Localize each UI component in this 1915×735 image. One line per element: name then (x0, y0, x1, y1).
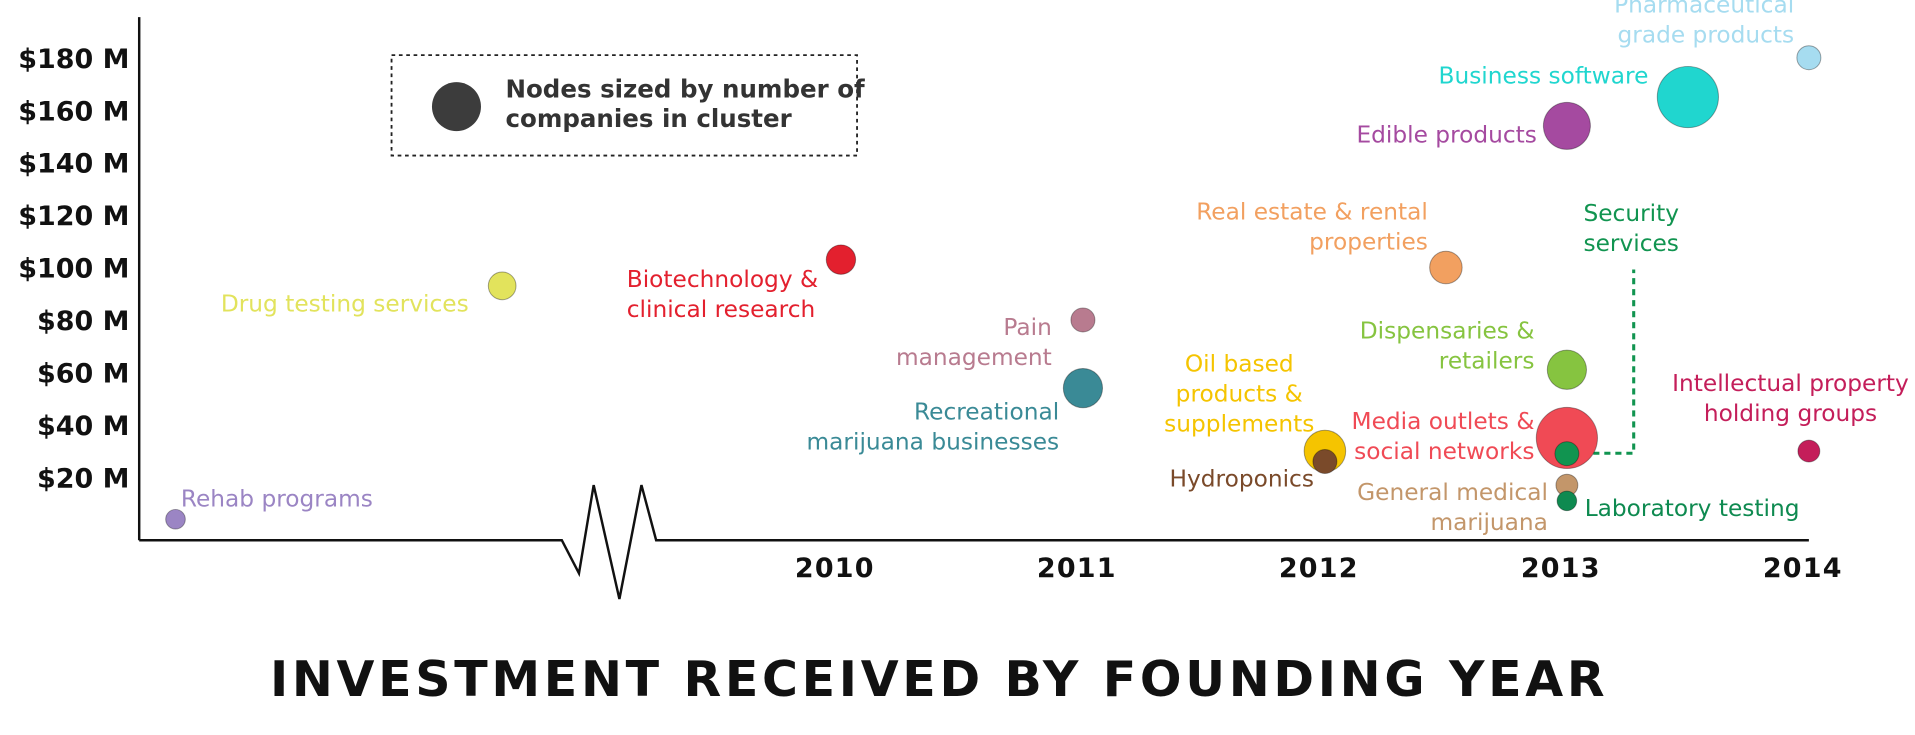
x-axis-break (139, 484, 1809, 600)
point-label: Hydroponics (1170, 466, 1314, 493)
point-label: grade products (1617, 22, 1794, 49)
point-label: products & (1176, 381, 1303, 408)
x-tick-label: 2012 (1279, 553, 1359, 584)
legend-text: Nodes sized by number of (505, 75, 865, 104)
point-label: Intellectual property (1672, 370, 1909, 397)
legend-text: companies in cluster (505, 104, 792, 133)
bubble (1554, 441, 1580, 467)
bubble (487, 271, 517, 301)
bubble (1556, 490, 1578, 512)
point-label: Edible products (1356, 121, 1536, 148)
bubble (1542, 101, 1591, 150)
point-label: clinical research (627, 296, 816, 323)
bubble (1797, 439, 1821, 463)
point-label: Dispensaries & (1360, 317, 1535, 344)
y-tick-label: $140 M (18, 149, 129, 180)
point-label: Laboratory testing (1585, 495, 1800, 522)
point-label: supplements (1164, 411, 1314, 438)
point-label: Drug testing services (221, 291, 469, 318)
point-label: retailers (1439, 347, 1535, 374)
bubble (1656, 65, 1719, 129)
x-tick-label: 2010 (795, 553, 875, 584)
bubble (1429, 250, 1463, 285)
y-tick-label: $120 M (18, 201, 129, 232)
y-tick-label: $180 M (18, 44, 129, 75)
y-tick-label: $20 M (37, 463, 129, 494)
x-tick-label: 2011 (1037, 553, 1117, 584)
point-label: holding groups (1704, 400, 1877, 427)
y-tick-label: $100 M (18, 254, 129, 285)
point-label: marijuana businesses (807, 428, 1060, 455)
point-label: Rehab programs (181, 485, 373, 512)
point-label: General medical (1357, 479, 1548, 506)
point-label: properties (1309, 229, 1428, 256)
legend-node (431, 82, 481, 132)
x-tick-label: 2014 (1763, 553, 1843, 584)
bubble (1535, 406, 1598, 470)
bubble (825, 244, 857, 275)
point-label: Security (1583, 200, 1679, 227)
point-label: Oil based (1185, 351, 1294, 378)
legend-box (390, 54, 858, 157)
y-tick-label: $60 M (37, 359, 129, 390)
y-tick-label: $80 M (37, 306, 129, 337)
point-label: marijuana (1431, 509, 1548, 536)
x-tick-label: 2013 (1521, 553, 1601, 584)
point-label: Biotechnology & (627, 266, 818, 293)
leader-line (1582, 269, 1636, 455)
chart-title: INVESTMENT RECEIVED BY FOUNDING YEAR (270, 651, 1608, 708)
bubble (165, 508, 186, 530)
bubble (1796, 45, 1822, 71)
bubble (1546, 349, 1587, 390)
y-tick-label: $160 M (18, 96, 129, 127)
point-label: Pain (1003, 314, 1051, 341)
point-label: Media outlets & (1352, 408, 1535, 435)
point-label: social networks (1354, 438, 1534, 465)
bubble (1070, 307, 1096, 333)
point-label: services (1583, 230, 1678, 257)
point-label: Pharmaceutical (1614, 0, 1794, 19)
point-label: Recreational (914, 398, 1059, 425)
point-label: Business software (1438, 63, 1648, 90)
bubble (1312, 449, 1338, 475)
y-tick-label: $40 M (37, 411, 129, 442)
point-label: management (896, 344, 1052, 371)
bubble (1062, 368, 1104, 409)
point-label: Real estate & rental (1196, 199, 1428, 226)
